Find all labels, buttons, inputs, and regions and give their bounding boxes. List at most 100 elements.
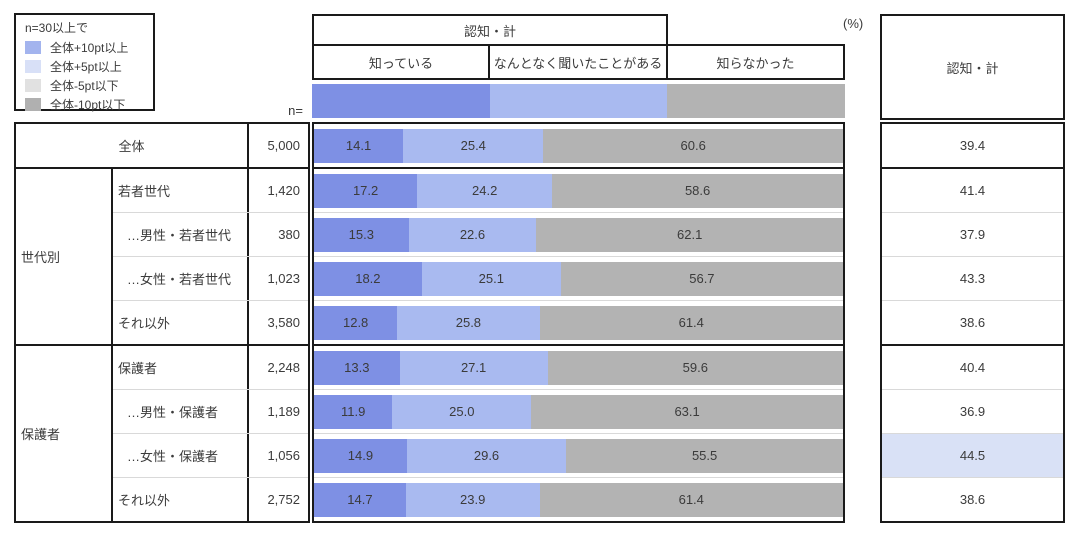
bar-value: 62.1 — [677, 227, 703, 242]
row-group-block: 全体 5,000 — [14, 122, 310, 169]
bar-segment: 22.6 — [408, 217, 537, 252]
bar-value: 17.2 — [352, 183, 379, 198]
summary-value: 38.6 — [882, 300, 1063, 344]
bar-value: 58.6 — [684, 183, 711, 198]
bar-row: 17.2 24.2 58.6 — [314, 169, 843, 212]
bar-segment: 18.2 — [314, 261, 422, 296]
bar-segment: 24.2 — [417, 173, 553, 208]
summary-value: 36.9 — [882, 389, 1063, 433]
bar-value: 22.6 — [459, 227, 486, 242]
bar-value: 23.9 — [460, 492, 486, 507]
table-row: …女性・保護者 1,056 — [113, 433, 308, 477]
row-label: それ以外 — [113, 301, 249, 344]
bar-value: 55.5 — [691, 448, 718, 463]
stacked-bar: 14.9 29.6 55.5 — [314, 438, 843, 473]
unit-label: (%) — [843, 16, 864, 31]
bar-value: 13.3 — [344, 360, 370, 375]
bar-row: 14.1 25.4 60.6 — [314, 124, 843, 167]
n-value: 5,000 — [267, 138, 300, 153]
legend-item: 全体-10pt以下 — [25, 96, 153, 113]
bar-segment: 29.6 — [406, 438, 567, 473]
n-value: 2,752 — [267, 492, 300, 507]
bar-segment: 60.6 — [543, 128, 843, 163]
row-header-table: 全体 5,000 世代別 若者世代 1,420 …男性・若者世代 380 …女性・若者世代 1,… — [14, 122, 310, 523]
bar-value: 27.1 — [460, 360, 487, 375]
bar-group-block: 13.3 27.1 59.6 11.9 25.0 63.1 14.9 29.6 55.5 14.7… — [312, 344, 845, 523]
bar-value: 14.7 — [347, 492, 373, 507]
legend-item: 全体+10pt以上 — [25, 39, 153, 56]
bar-row: 14.7 23.9 61.4 — [314, 477, 843, 521]
bar-value: 14.9 — [347, 448, 374, 463]
group-rows: 若者世代 1,420 …男性・若者世代 380 …女性・若者世代 1,023 それ以外 3,5… — [113, 169, 308, 344]
summary-value: 38.6 — [882, 477, 1063, 521]
bar-value: 61.4 — [678, 492, 704, 507]
bar-value: 29.6 — [473, 448, 500, 463]
n-value: 3,580 — [267, 315, 300, 330]
table-row: 保護者 2,248 — [113, 346, 308, 389]
bar-segment: 56.7 — [560, 261, 843, 296]
stacked-bar: 14.7 23.9 61.4 — [314, 482, 843, 517]
column-header-knows: 知っている — [312, 44, 490, 80]
group-label: 保護者 — [16, 346, 113, 521]
legend-item-label: 全体+5pt以上 — [50, 60, 122, 74]
column-headers: 知っている なんとなく聞いたことがある 知らなかった — [312, 44, 845, 80]
bar-value: 25.1 — [478, 271, 504, 286]
legend-title: n=30以上で — [25, 21, 89, 35]
bar-row: 15.3 22.6 62.1 — [314, 212, 843, 256]
bar-value: 63.1 — [674, 404, 700, 419]
bar-row: 18.2 25.1 56.7 — [314, 256, 843, 300]
row-label: …男性・若者世代 — [113, 213, 249, 256]
bar-group-block: 17.2 24.2 58.6 15.3 22.6 62.1 18.2 25.1 56.7 12.8… — [312, 167, 845, 346]
bar-value: 25.4 — [460, 138, 486, 153]
table-row: …男性・保護者 1,189 — [113, 389, 308, 433]
table-row: 若者世代 1,420 — [113, 169, 308, 212]
n-value: 2,248 — [267, 360, 300, 375]
bar-segment: 58.6 — [552, 173, 843, 208]
row-label: …女性・若者世代 — [113, 257, 249, 300]
row-group-block: 保護者 保護者 2,248 …男性・保護者 1,189 …女性・保護者 1,056 それ以外 2… — [14, 344, 310, 523]
bar-value: 18.2 — [355, 271, 381, 286]
group-label: 世代別 — [16, 169, 113, 344]
bar-segment: 14.1 — [314, 128, 404, 163]
bar-value: 25.8 — [455, 315, 482, 330]
legend-swatch-plus5-icon — [25, 60, 41, 73]
summary-value: 37.9 — [882, 212, 1063, 256]
row-label: …女性・保護者 — [113, 434, 249, 477]
bar-segment: 62.1 — [536, 217, 843, 252]
summary-value: 39.4 — [959, 138, 986, 153]
key-segment-did-not-know — [667, 84, 846, 118]
group-rows: 保護者 2,248 …男性・保護者 1,189 …女性・保護者 1,056 それ以外 2,75… — [113, 346, 308, 521]
bar-value: 56.7 — [689, 271, 715, 286]
summary-value: 43.3 — [882, 256, 1063, 300]
bar-segment: 25.4 — [403, 128, 544, 163]
stacked-bar: 18.2 25.1 56.7 — [314, 261, 843, 296]
legend-item: 全体-5pt以下 — [25, 77, 153, 94]
bar-segment: 25.1 — [421, 261, 561, 296]
bar-group-block: 14.1 25.4 60.6 — [312, 122, 845, 169]
column-header-did-not-know: 知らなかった — [666, 44, 845, 80]
bar-segment: 61.4 — [539, 482, 843, 517]
bar-value: 12.8 — [342, 315, 369, 330]
summary-column-header: 認知・計 — [880, 14, 1065, 120]
legend-swatch-plus10-icon — [25, 41, 41, 54]
bar-segment: 15.3 — [314, 217, 409, 252]
color-key-bar — [312, 84, 846, 118]
summary-value: 40.4 — [959, 360, 986, 375]
n-value: 1,420 — [267, 183, 300, 198]
legend-swatch-minus5-icon — [25, 79, 41, 92]
bar-value: 61.4 — [678, 315, 704, 330]
bar-segment: 23.9 — [405, 482, 540, 517]
row-label: それ以外 — [113, 478, 249, 521]
row-label: 保護者 — [113, 346, 249, 389]
table-row: それ以外 3,580 — [113, 300, 308, 344]
bar-segment: 63.1 — [531, 394, 844, 429]
n-column-label: n= — [288, 103, 303, 118]
stacked-bar: 11.9 25.0 63.1 — [314, 394, 844, 429]
summary-value: 41.4 — [959, 183, 986, 198]
n-value: 380 — [278, 227, 300, 242]
legend-swatch-minus10-icon — [25, 98, 41, 111]
bars-area: 14.1 25.4 60.6 17.2 24.2 58.6 15.3 22.6 62.1 18.2… — [312, 122, 845, 523]
key-segment-knows — [312, 84, 490, 118]
summary-group-block: 40.4 36.9 44.5 38.6 — [880, 344, 1065, 523]
